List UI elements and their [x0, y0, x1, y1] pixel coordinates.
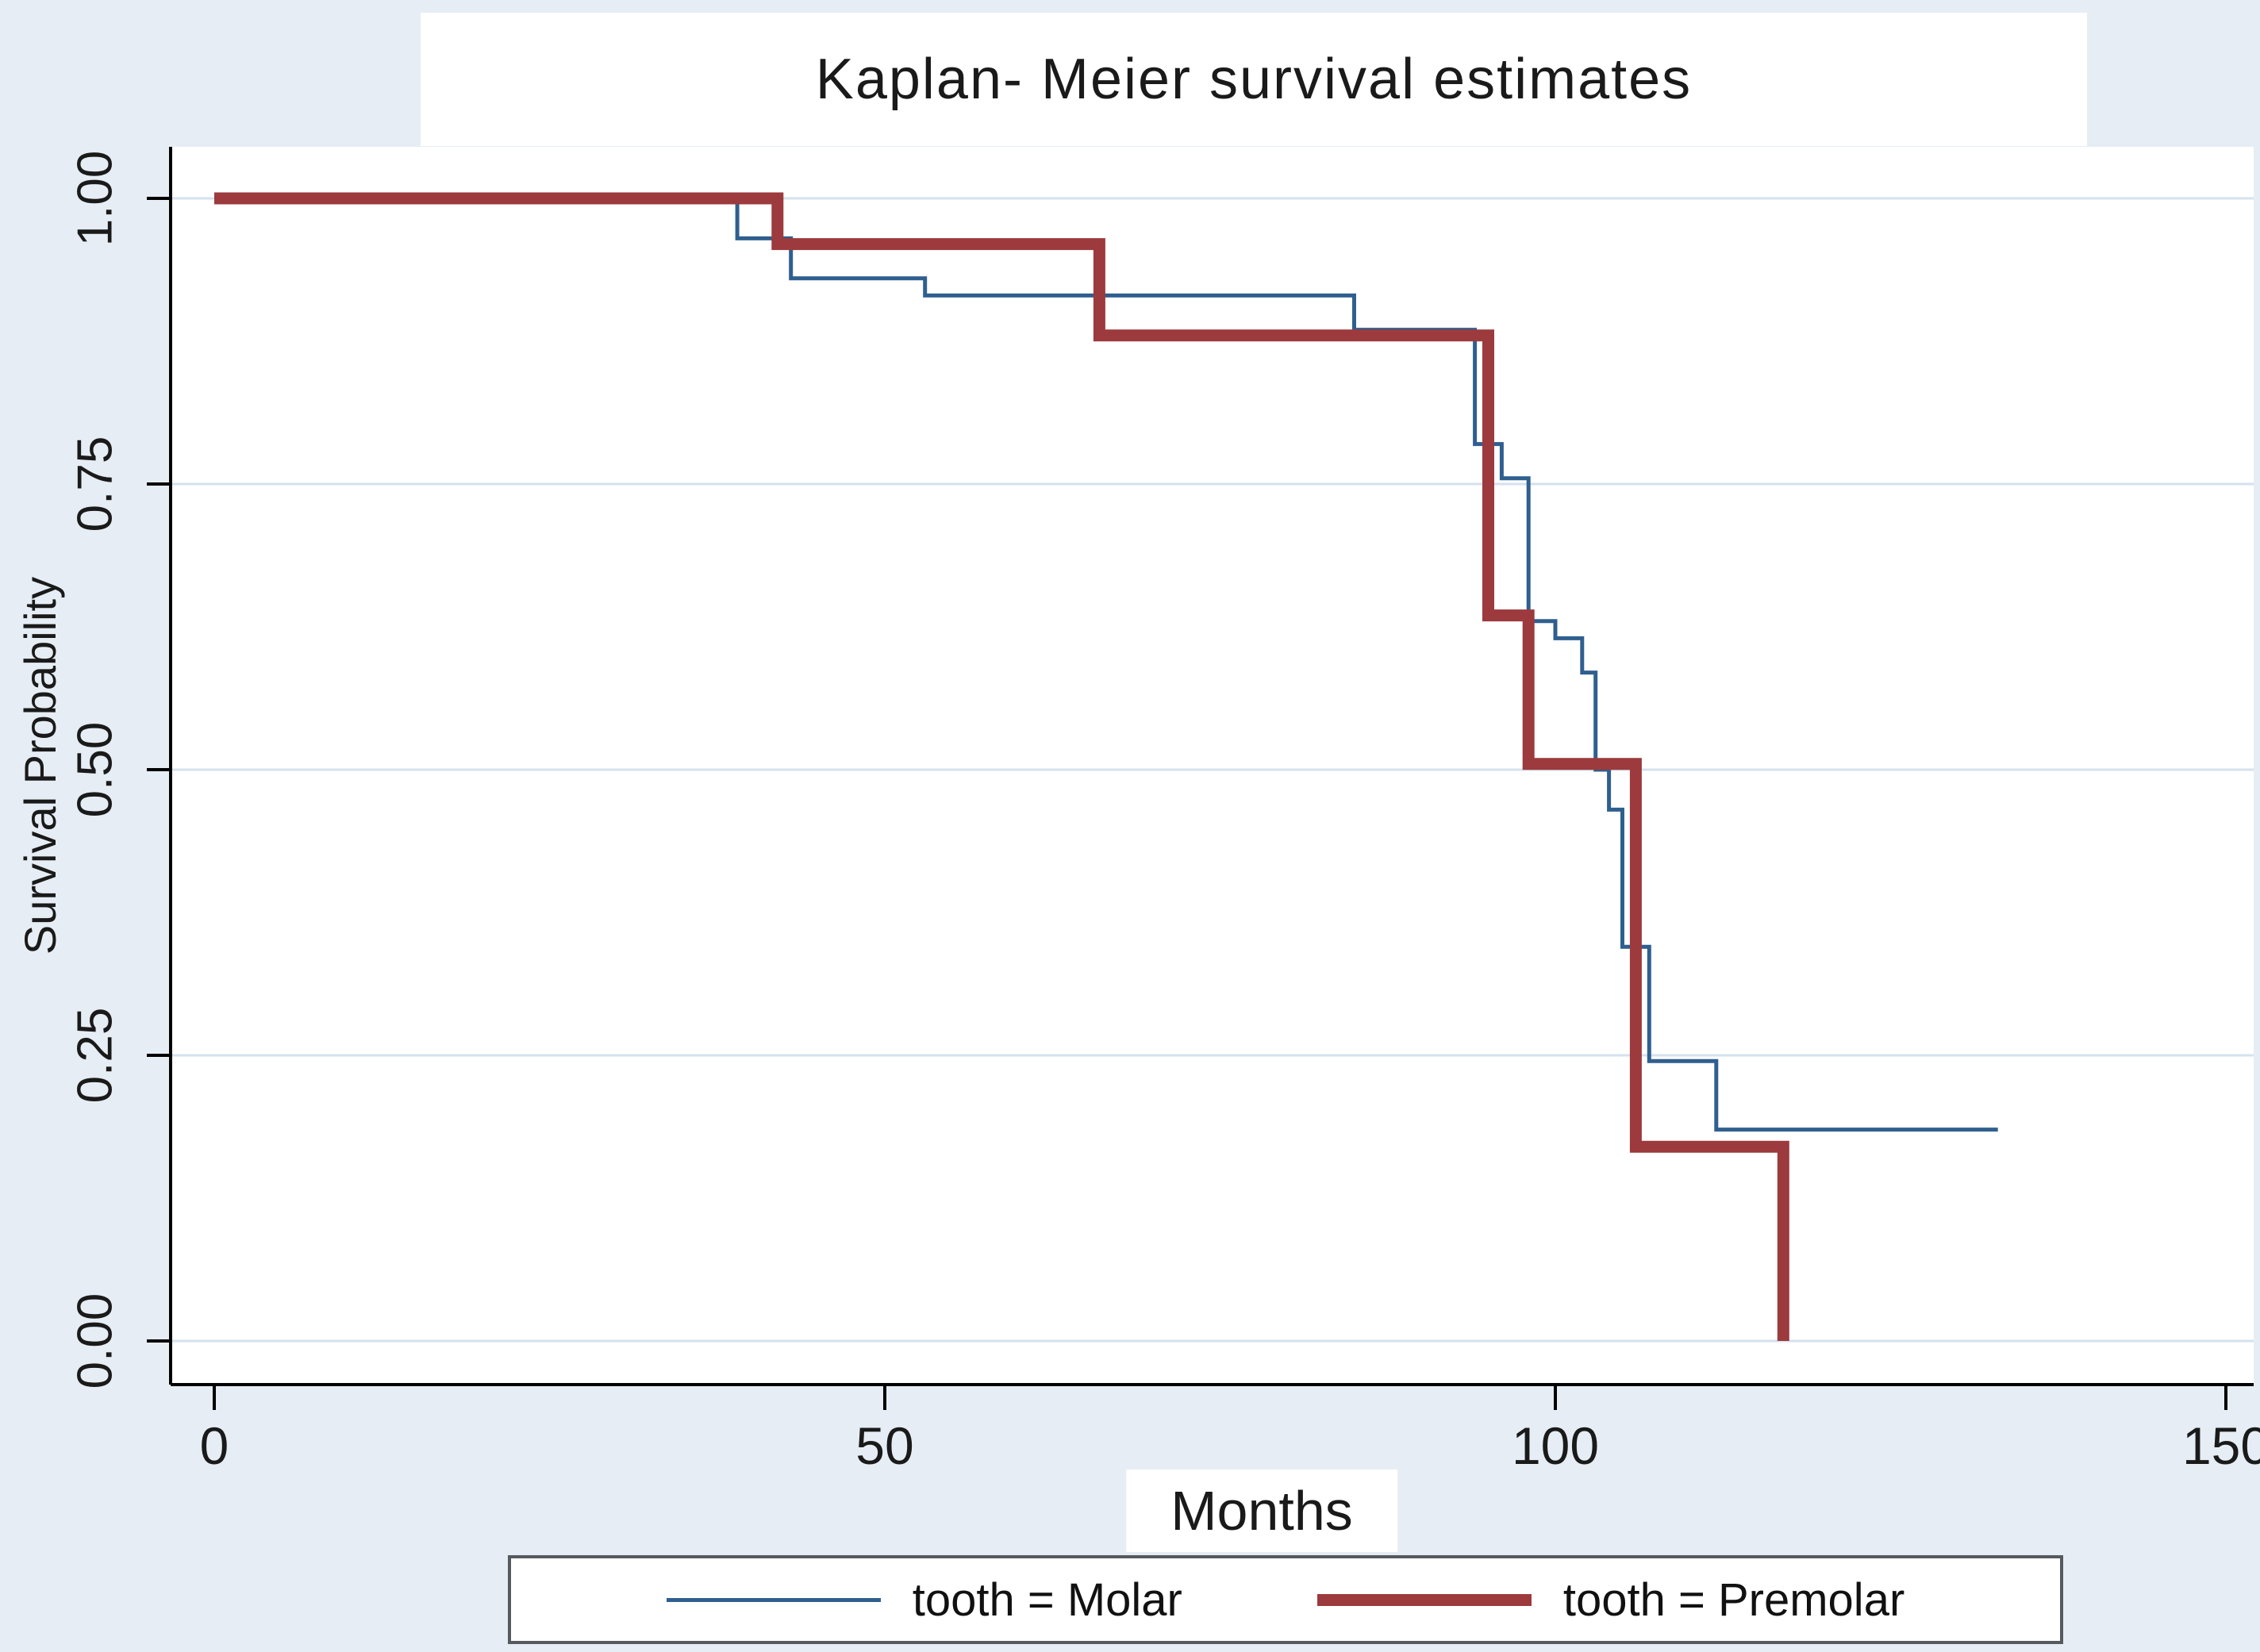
series-molar: [214, 196, 1998, 1132]
x-tick-label: 50: [855, 1416, 913, 1475]
chart-title: Kaplan- Meier survival estimates: [815, 48, 1693, 111]
y-tick-label: 0.50: [68, 722, 123, 818]
legend-item-premolar: tooth = Premolar: [1316, 1573, 1905, 1627]
series-premolar: [214, 192, 1789, 1341]
premolar-line-sample: [1316, 1593, 1532, 1606]
legend-label-molar: tooth = Molar: [912, 1573, 1182, 1626]
y-tick-label: 0.25: [68, 1008, 123, 1104]
x-axis-label-band: Months: [1126, 1470, 1397, 1552]
chart-title-band: Kaplan- Meier survival estimates: [421, 13, 2087, 146]
molar-line-sample: [666, 1597, 881, 1602]
x-tick-label: 150: [2182, 1416, 2260, 1475]
y-tick-label: 1.00: [68, 151, 123, 247]
x-axis-label: Months: [1170, 1480, 1353, 1542]
legend-label-premolar: tooth = Premolar: [1562, 1573, 1905, 1626]
y-tick-label: 0.75: [68, 436, 123, 532]
y-tick-label: 0.00: [68, 1293, 123, 1389]
legend-item-molar: tooth = Molar: [666, 1573, 1182, 1627]
y-axis-label: Survival Probability: [15, 577, 65, 955]
legend: tooth = Molar tooth = Premolar: [508, 1555, 2063, 1644]
x-tick-label: 0: [200, 1416, 229, 1475]
plot-background: [171, 147, 2254, 1385]
x-tick-label: 100: [1512, 1416, 1599, 1475]
